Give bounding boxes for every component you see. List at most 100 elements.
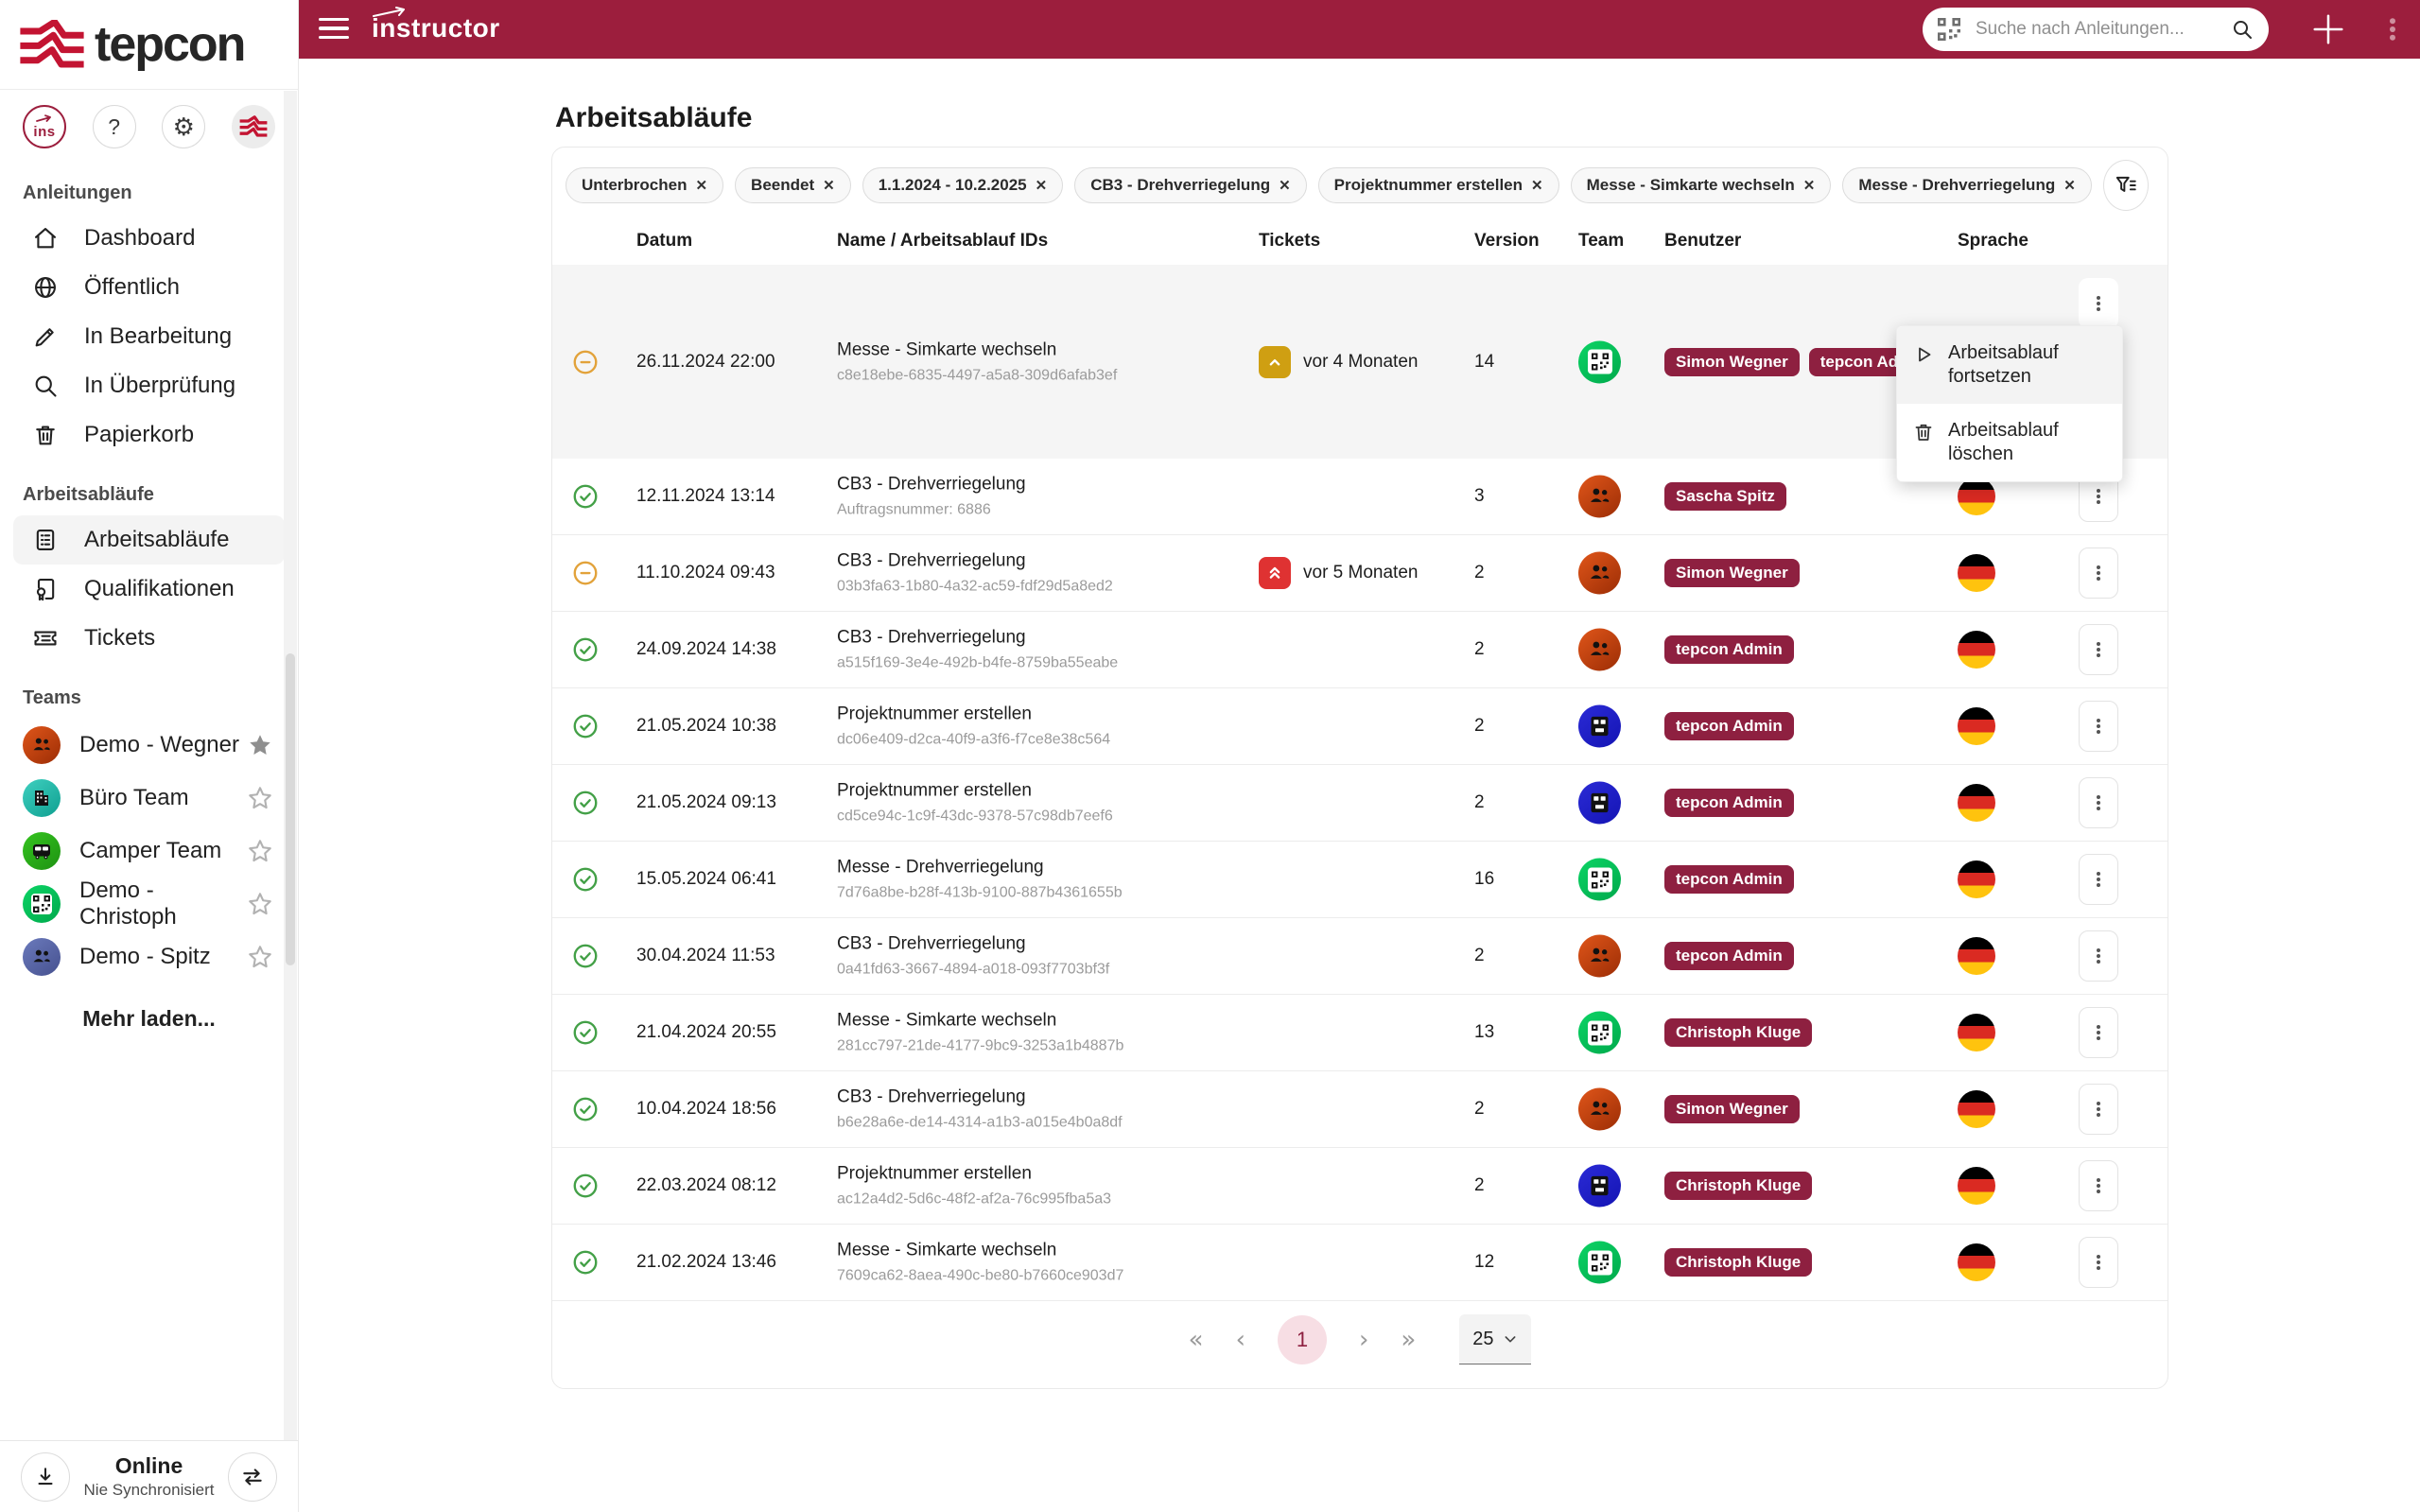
page-size-select[interactable]: 25 bbox=[1459, 1314, 1532, 1364]
chip-remove-icon[interactable]: ✕ bbox=[823, 178, 835, 194]
first-page-button[interactable]: « bbox=[1188, 1325, 1204, 1354]
more-options-icon[interactable] bbox=[2378, 15, 2407, 43]
user-badge[interactable]: tepcon Admin bbox=[1664, 865, 1794, 894]
workflow-id: 281cc797-21de-4177-9bc9-3253a1b4887b bbox=[837, 1037, 1124, 1054]
help-icon[interactable]: ? bbox=[92, 105, 136, 148]
star-outline-icon[interactable] bbox=[247, 785, 273, 811]
filter-chip[interactable]: Messe - Drehverriegelung ✕ bbox=[1842, 167, 2092, 203]
star-filled-icon[interactable] bbox=[247, 732, 273, 758]
load-more-button[interactable]: Mehr laden... bbox=[82, 1006, 216, 1031]
row-menu-button[interactable] bbox=[2079, 1160, 2118, 1211]
sync-button[interactable] bbox=[227, 1451, 277, 1502]
row-menu-button[interactable] bbox=[2079, 547, 2118, 599]
row-menu-button[interactable] bbox=[2079, 278, 2118, 329]
star-outline-icon[interactable] bbox=[247, 891, 273, 917]
search-icon[interactable] bbox=[2231, 18, 2254, 41]
last-page-button[interactable]: » bbox=[1401, 1325, 1417, 1354]
chip-remove-icon[interactable]: ✕ bbox=[1531, 178, 1543, 194]
chip-remove-icon[interactable]: ✕ bbox=[1802, 178, 1816, 194]
chip-remove-icon[interactable]: ✕ bbox=[1035, 178, 1048, 194]
user-badge[interactable]: tepcon Admin bbox=[1664, 789, 1794, 817]
chip-remove-icon[interactable]: ✕ bbox=[2063, 178, 2076, 194]
filter-chip[interactable]: CB3 - Drehverriegelung ✕ bbox=[1074, 167, 1307, 203]
sidebar-item-dashboard[interactable]: Dashboard bbox=[0, 214, 298, 263]
team-item[interactable]: Camper Team bbox=[0, 825, 298, 878]
filter-chip[interactable]: Beendet ✕ bbox=[735, 167, 851, 203]
context-menu-item-trash[interactable]: Arbeitsablauf löschen bbox=[1897, 404, 2122, 481]
scrollbar-thumb[interactable] bbox=[286, 653, 295, 965]
add-button[interactable] bbox=[2310, 11, 2346, 47]
account-avatar[interactable] bbox=[231, 105, 275, 148]
user-badge[interactable]: Christoph Kluge bbox=[1664, 1018, 1813, 1047]
filter-chip-label: CB3 - Drehverriegelung bbox=[1090, 176, 1271, 194]
row-date: 21.05.2024 09:13 bbox=[636, 792, 776, 812]
sidebar-item-papierkorb[interactable]: Papierkorb bbox=[0, 410, 298, 460]
settings-gear-icon[interactable]: ⚙ bbox=[162, 105, 206, 148]
filter-button[interactable] bbox=[2102, 160, 2149, 211]
user-badge[interactable]: Christoph Kluge bbox=[1664, 1172, 1813, 1200]
star-outline-icon[interactable] bbox=[247, 944, 273, 970]
row-menu-button[interactable] bbox=[2079, 854, 2118, 905]
row-menu-button[interactable] bbox=[2079, 701, 2118, 752]
filter-chip[interactable]: Messe - Simkarte wechseln ✕ bbox=[1570, 167, 1832, 203]
filter-chip[interactable]: 1.1.2024 - 10.2.2025 ✕ bbox=[862, 167, 1064, 203]
workflow-name: CB3 - Drehverriegelung bbox=[837, 474, 1026, 495]
row-menu-button[interactable] bbox=[2079, 1084, 2118, 1135]
row-date: 24.09.2024 14:38 bbox=[636, 639, 776, 659]
team-item[interactable]: Demo - Christoph bbox=[0, 878, 298, 930]
user-badge[interactable]: tepcon Admin bbox=[1664, 942, 1794, 970]
row-date: 15.05.2024 06:41 bbox=[636, 869, 776, 889]
user-badge[interactable]: Simon Wegner bbox=[1664, 347, 1800, 376]
user-badge[interactable]: Simon Wegner bbox=[1664, 559, 1800, 587]
users-cell: Simon Wegner bbox=[1664, 559, 1800, 587]
context-menu-item-play[interactable]: Arbeitsablauf fortsetzen bbox=[1897, 326, 2122, 404]
star-outline-icon[interactable] bbox=[247, 838, 273, 864]
user-badge[interactable]: tepcon Admin bbox=[1664, 635, 1794, 664]
team-item[interactable]: Demo - Spitz bbox=[0, 930, 298, 983]
filter-chip-label: Messe - Simkarte wechseln bbox=[1586, 176, 1795, 194]
instructor-badge-icon[interactable]: ins bbox=[23, 105, 66, 148]
team-cell bbox=[1578, 551, 1621, 595]
user-badge[interactable]: Sascha Spitz bbox=[1664, 482, 1786, 511]
sidebar-item-label: Qualifikationen bbox=[84, 576, 235, 601]
filter-chip[interactable]: Unterbrochen ✕ bbox=[566, 167, 724, 203]
row-date: 10.04.2024 18:56 bbox=[636, 1099, 776, 1119]
row-menu-button[interactable] bbox=[2079, 777, 2118, 828]
search-input[interactable] bbox=[1974, 18, 2218, 41]
home-icon bbox=[31, 224, 60, 252]
previous-page-button[interactable]: ‹ bbox=[1235, 1325, 1245, 1354]
user-badge[interactable]: Simon Wegner bbox=[1664, 1095, 1800, 1123]
sidebar-item-tickets[interactable]: Tickets bbox=[0, 614, 298, 663]
team-item[interactable]: Demo - Wegner bbox=[0, 719, 298, 772]
user-badge[interactable]: Christoph Kluge bbox=[1664, 1248, 1813, 1277]
row-menu-button[interactable] bbox=[2079, 1007, 2118, 1058]
chip-remove-icon[interactable]: ✕ bbox=[695, 178, 708, 194]
hamburger-menu-icon[interactable] bbox=[319, 14, 351, 43]
download-button[interactable] bbox=[21, 1451, 70, 1502]
team-avatar-machine-icon bbox=[1578, 704, 1621, 748]
row-version: 13 bbox=[1474, 1022, 1495, 1042]
sidebar-footer: Online Nie Synchronisiert bbox=[0, 1440, 298, 1512]
row-version: 2 bbox=[1474, 716, 1485, 736]
row-menu-button[interactable] bbox=[2079, 1237, 2118, 1288]
sidebar-item-in-überprüfung[interactable]: In Überprüfung bbox=[0, 361, 298, 410]
language-cell bbox=[1958, 707, 1995, 745]
chip-remove-icon[interactable]: ✕ bbox=[1279, 178, 1291, 194]
row-menu-button[interactable] bbox=[2079, 624, 2118, 675]
status-interrupted-icon bbox=[571, 348, 600, 376]
column-header-version: Version bbox=[1474, 231, 1540, 251]
sidebar-item-in-bearbeitung[interactable]: In Bearbeitung bbox=[0, 312, 298, 361]
next-page-button[interactable]: › bbox=[1359, 1325, 1369, 1354]
row-menu-button[interactable] bbox=[2079, 930, 2118, 982]
user-badge[interactable]: tepcon Admin bbox=[1664, 712, 1794, 740]
sidebar-item-öffentlich[interactable]: Öffentlich bbox=[0, 263, 298, 312]
sidebar-item-arbeitsabläufe[interactable]: Arbeitsabläufe bbox=[13, 515, 285, 565]
qr-scan-icon[interactable] bbox=[1938, 18, 1960, 41]
filter-chip[interactable]: Projektnummer erstellen ✕ bbox=[1317, 167, 1559, 203]
current-page-button[interactable]: 1 bbox=[1278, 1314, 1327, 1364]
row-date: 21.04.2024 20:55 bbox=[636, 1022, 776, 1042]
sidebar-scrollbar[interactable] bbox=[284, 91, 297, 1440]
sidebar-item-qualifikationen[interactable]: Qualifikationen bbox=[0, 565, 298, 614]
team-item[interactable]: Büro Team bbox=[0, 772, 298, 825]
workflow-name: Messe - Simkarte wechseln bbox=[837, 339, 1057, 359]
